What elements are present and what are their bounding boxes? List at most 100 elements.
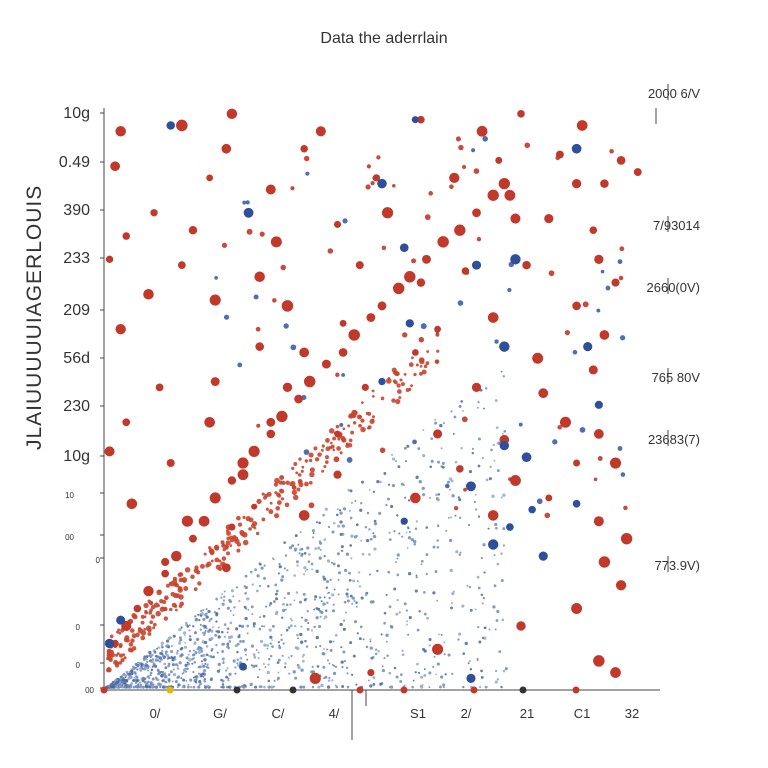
x-tick-label: 2/	[461, 706, 472, 721]
data-point-small-blue	[349, 544, 352, 547]
data-point-small-blue	[232, 595, 235, 598]
data-point-small-blue	[447, 653, 451, 657]
data-point-small-blue	[435, 673, 438, 676]
data-point-red	[133, 604, 142, 613]
data-point-small-blue	[126, 685, 129, 689]
data-point-small-red	[395, 398, 401, 405]
data-point-small-blue	[356, 580, 359, 583]
data-point-small-scatter	[597, 456, 603, 462]
data-point-small-blue	[446, 480, 450, 484]
data-point-small-red	[140, 635, 146, 641]
data-point-small-blue	[167, 673, 171, 677]
data-point-red	[266, 417, 276, 427]
data-point-small-blue	[352, 579, 356, 583]
data-point-small-red	[398, 396, 402, 400]
data-point-small-blue	[425, 553, 429, 557]
data-point-small-blue	[215, 620, 218, 623]
data-point-small-blue	[369, 646, 373, 650]
data-point-small-red	[275, 505, 281, 511]
data-point-small-blue	[282, 642, 285, 645]
data-point-small-blue	[149, 671, 153, 675]
data-point-small-blue	[333, 664, 336, 667]
data-point-small-red	[236, 548, 241, 553]
data-point-small-blue	[244, 616, 248, 621]
data-point-small-blue	[180, 626, 183, 629]
data-point-small-blue	[397, 465, 401, 469]
data-point-small-red	[324, 455, 330, 460]
data-point-small-red	[332, 436, 337, 441]
data-point-small-blue	[210, 629, 214, 633]
data-point-small-red	[292, 494, 299, 501]
data-point-small-blue	[493, 459, 496, 462]
data-point-small-blue	[205, 608, 208, 611]
data-point-small-blue	[324, 507, 328, 511]
data-point-red	[472, 208, 481, 218]
data-point-small-red	[121, 653, 126, 657]
data-point-small-blue	[415, 520, 419, 523]
data-point-small-blue	[221, 642, 224, 646]
data-point-small-blue	[468, 585, 472, 589]
data-point-red	[300, 144, 308, 153]
data-point-small-blue	[459, 551, 462, 554]
data-point-small-blue	[202, 608, 205, 611]
data-point-small-blue	[232, 659, 236, 663]
data-point-small-red	[129, 628, 135, 633]
x-tick-label: C1	[574, 706, 591, 721]
data-point-red	[333, 220, 342, 228]
data-point-small-scatter	[453, 506, 459, 511]
right-annotation-label: 2660(0V)	[647, 280, 700, 295]
data-point-small-blue	[420, 560, 424, 563]
data-point-small-blue	[179, 654, 183, 658]
data-point-small-red	[350, 430, 355, 435]
data-point-red	[510, 475, 521, 486]
data-point-small-blue	[150, 660, 155, 664]
data-point-small-blue	[142, 667, 145, 671]
data-point-small-blue	[267, 663, 270, 666]
data-point-small-blue	[153, 686, 155, 689]
data-point-small-blue	[289, 617, 292, 620]
data-point-small-red	[193, 587, 198, 592]
data-point-small-blue	[502, 375, 505, 378]
data-point-red	[338, 348, 348, 357]
data-point-small-blue	[317, 685, 321, 689]
data-point-small-blue	[161, 654, 165, 658]
data-point-small-blue	[313, 625, 316, 629]
data-point-small-blue	[246, 658, 249, 661]
data-point-small-blue	[450, 602, 454, 605]
data-point-red	[555, 150, 564, 159]
data-point-small-blue	[281, 575, 285, 579]
data-point-red	[544, 214, 554, 224]
data-point-small-blue	[320, 610, 324, 614]
data-point-small-blue	[391, 457, 396, 461]
data-point-small-red	[114, 663, 120, 668]
data-point-small-blue	[313, 608, 316, 611]
data-point-small-blue	[407, 527, 410, 530]
data-point-small-blue	[222, 659, 225, 662]
data-point-small-blue	[421, 486, 425, 491]
data-point-small-blue	[135, 679, 139, 683]
data-point-small-red	[304, 481, 309, 487]
data-point-small-blue	[405, 531, 408, 534]
data-point-small-red	[106, 668, 111, 673]
data-point-small-red	[205, 563, 210, 568]
data-point-small-blue	[351, 596, 355, 600]
data-point-small-blue	[451, 672, 454, 676]
data-point-small-red	[308, 480, 313, 485]
data-point-small-red	[120, 658, 125, 663]
data-point-red	[461, 267, 470, 275]
data-point-small-red	[143, 615, 147, 619]
data-point-small-blue	[422, 429, 425, 432]
data-point-small-blue	[200, 609, 203, 613]
data-point-small-blue	[176, 649, 179, 653]
data-point-small-blue	[502, 527, 506, 531]
data-point-small-blue	[201, 672, 205, 676]
data-point-red	[221, 143, 232, 154]
data-point-small-blue	[193, 656, 196, 660]
data-point-small-blue	[203, 685, 206, 688]
data-point-small-blue	[408, 530, 411, 533]
data-point-red	[422, 254, 431, 264]
data-point-small-blue	[500, 685, 503, 689]
data-point-small-blue	[422, 453, 426, 458]
data-point-small-blue	[404, 460, 407, 463]
data-point-small-blue	[388, 605, 392, 609]
